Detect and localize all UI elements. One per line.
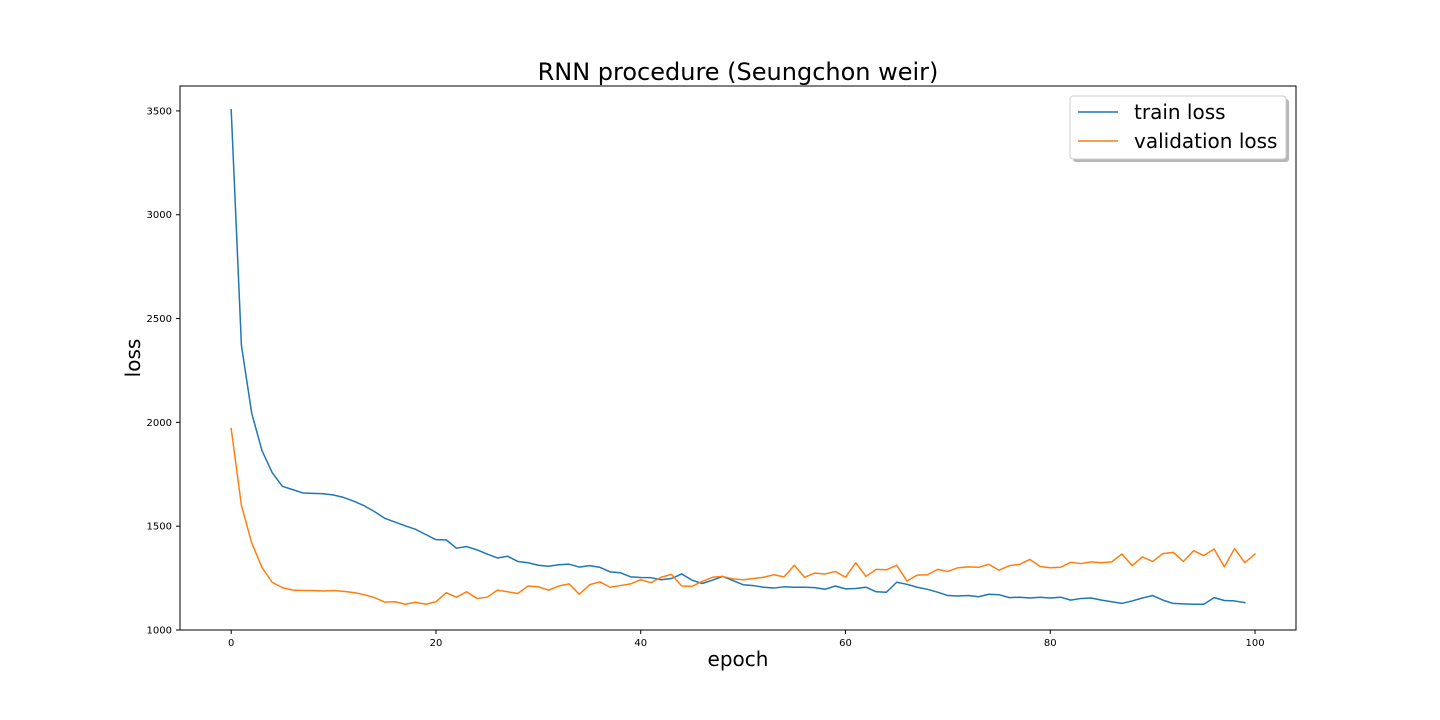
plot-frame <box>179 85 1297 631</box>
y-axis-label: loss <box>121 339 145 378</box>
x-axis: 0 20 40 60 80 100 <box>228 630 1265 649</box>
y-tick-label-2: 2000 <box>147 418 172 429</box>
x-tick-label-1: 20 <box>430 638 443 649</box>
plot-area <box>179 85 1297 631</box>
x-tick-label-0: 0 <box>228 638 234 649</box>
x-axis-label: epoch <box>708 647 769 671</box>
x-tick-label-2: 40 <box>634 638 647 649</box>
legend-entries: train loss validation loss <box>1078 100 1277 153</box>
x-tick-label-3: 60 <box>839 638 852 649</box>
y-tick-label-1: 1500 <box>147 522 172 533</box>
x-tick-label-5: 100 <box>1245 638 1264 649</box>
series-line-0 <box>230 109 1246 605</box>
x-tick-label-4: 80 <box>1044 638 1057 649</box>
y-tick-label-3: 2500 <box>147 314 172 325</box>
legend-label-0: train loss <box>1134 100 1226 124</box>
series-line-1 <box>230 427 1257 605</box>
legend-box <box>1069 95 1287 160</box>
legend: train loss validation loss <box>1069 95 1289 162</box>
y-tick-label-5: 3500 <box>147 106 172 117</box>
y-axis: 1000 1500 2000 2500 3000 3500 <box>147 106 180 637</box>
series-layer <box>230 109 1257 605</box>
y-tick-label-0: 1000 <box>147 626 172 637</box>
y-tick-label-4: 3000 <box>147 210 172 221</box>
chart-title: RNN procedure (Seungchon weir) <box>538 58 939 86</box>
legend-label-1: validation loss <box>1134 129 1277 153</box>
